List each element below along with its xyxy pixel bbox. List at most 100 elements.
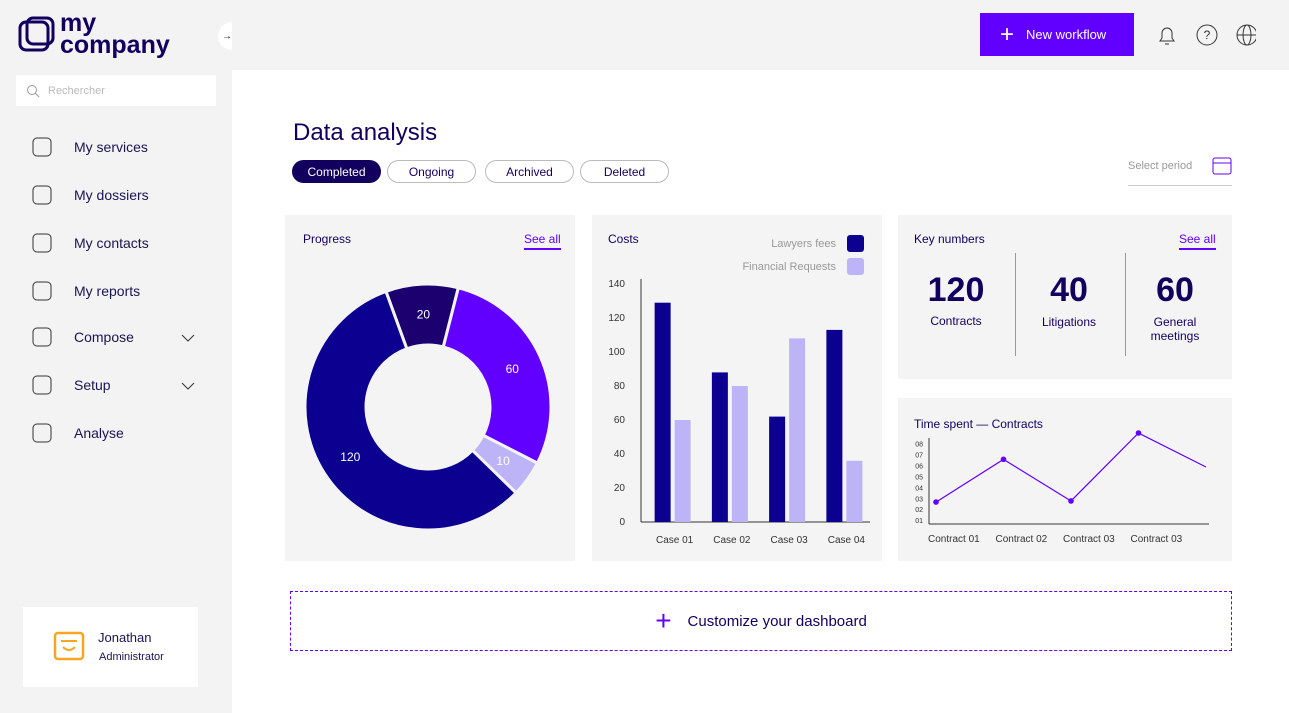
line [935,432,1207,503]
customize-label: Customize your dashboard [687,612,867,630]
legend-label: Financial Requests [742,261,836,273]
x-tick-label: Case 03 [771,535,809,546]
user-name: Jonathan [98,630,152,645]
y-tick-label: 40 [614,449,626,460]
header-icons: ? [1159,24,1256,46]
bar-chart: 0 20 40 60 80 100 120 140 Case 01 Case 02 Case 03 C… [608,235,870,546]
y-tick-label: 01 [915,518,923,525]
y-tick-label: 140 [608,279,625,290]
page-title: Data analysis [293,119,438,146]
nav-icon [32,185,52,205]
nav-item[interactable]: Setup [30,372,200,398]
nav-item[interactable]: My dossiers [30,182,200,208]
tab[interactable]: Ongoing [387,160,476,183]
key-label: General meetings [1150,315,1200,343]
customize-button[interactable]: + Customize your dashboard [290,591,1232,651]
x-tick-label: Case 04 [828,535,866,546]
see-all-link[interactable]: See all [1179,232,1216,250]
y-tick-label: 03 [915,496,923,503]
bar [826,329,843,522]
see-all-link[interactable]: See all [524,232,561,250]
key-value: 60 [1156,271,1194,309]
chevron-path [181,334,195,342]
x-tick-label: Contract 01 [928,534,980,545]
tab[interactable]: Completed [292,160,381,183]
slice-label: 60 [506,362,520,376]
brand-line: my [60,9,97,37]
bar [731,386,748,522]
nav-item[interactable]: My contacts [30,230,200,256]
search-placeholder: Rechercher [48,84,105,97]
nav-icon [32,137,52,157]
bar [711,372,728,522]
divider [1125,253,1126,356]
card-title: Costs [608,232,639,246]
key-numbers-card: Key numbers See all 120 Contracts 40 Litiga… [898,215,1232,379]
nav-label: Compose [74,329,134,345]
nav-icon [32,327,52,347]
user-card[interactable]: Jonathan Administrator [23,607,198,687]
y-tick-label: 0 [619,517,625,528]
legend-swatch [847,258,864,275]
logo [18,16,55,52]
nav-item[interactable]: My services [30,134,200,160]
chevron [181,334,195,342]
y-tick-label: 08 [915,441,923,448]
avatar [53,631,85,661]
x-tick-label: Case 01 [656,535,694,546]
bar [674,420,691,522]
legend-swatch [847,235,864,252]
y-tick-label: 04 [915,485,923,492]
y-tick-label: 120 [608,313,625,324]
chevron-path [181,382,195,390]
top-bar: + New workflow ? [232,0,1289,70]
card-title: Progress [303,232,352,246]
slice-label: 20 [417,308,431,322]
bar [654,302,671,522]
bar [846,460,863,522]
nav-label: Analyse [74,425,124,441]
svg-text:?: ? [1204,28,1211,42]
key-label: Litigations [1041,315,1097,329]
x-tick-label: Case 02 [713,535,751,546]
period-label: Select period [1128,160,1193,172]
tab[interactable]: Archived [485,160,574,183]
icon-shape [32,375,52,395]
y-tick-label: 06 [915,463,923,470]
tab[interactable]: Deleted [580,160,669,183]
line-chart: 01 02 03 04 05 06 07 08 Contract 01 Contract 02 Co… [915,430,1209,545]
y-tick-label: 60 [614,415,626,426]
key-label: Contracts [930,314,982,328]
nav-icon [32,375,52,395]
nav-icon [32,423,52,443]
y-tick-label: 80 [614,381,626,392]
y-tick-label: 05 [915,474,923,481]
progress-card: Progress See all 20 60 10 120 [285,215,575,561]
icon-shape [32,423,52,443]
costs-card: Costs 0 20 40 60 80 100 120 140 Case 01 Case 02 Ca… [592,215,882,561]
donut-chart: 20 60 10 120 [303,282,553,532]
x-tick-label: Contract 03 [1131,534,1183,545]
key-value: 40 [1050,271,1088,309]
nav-label: My reports [74,283,141,299]
brand-line: company [60,31,170,59]
icon-shape [32,233,52,253]
nav-item[interactable]: Compose [30,324,200,350]
key-value: 120 [927,271,985,309]
divider [1015,253,1016,356]
nav-item[interactable]: My reports [30,278,200,304]
nav-item[interactable]: Analyse [30,420,200,446]
new-workflow-button[interactable]: + New workflow [980,13,1134,56]
bar [789,338,806,522]
y-tick-label: 07 [915,452,923,459]
y-tick-label: 20 [614,483,626,494]
period-select[interactable]: Select period [1128,153,1232,186]
nav-icon [32,233,52,253]
card-title: Key numbers [914,232,985,246]
slice-label: 10 [496,454,510,468]
search[interactable]: Rechercher [16,75,216,106]
x-tick-label: Contract 02 [996,534,1048,545]
x-tick-label: Contract 03 [1063,534,1115,545]
calendar-icon [1212,157,1232,175]
